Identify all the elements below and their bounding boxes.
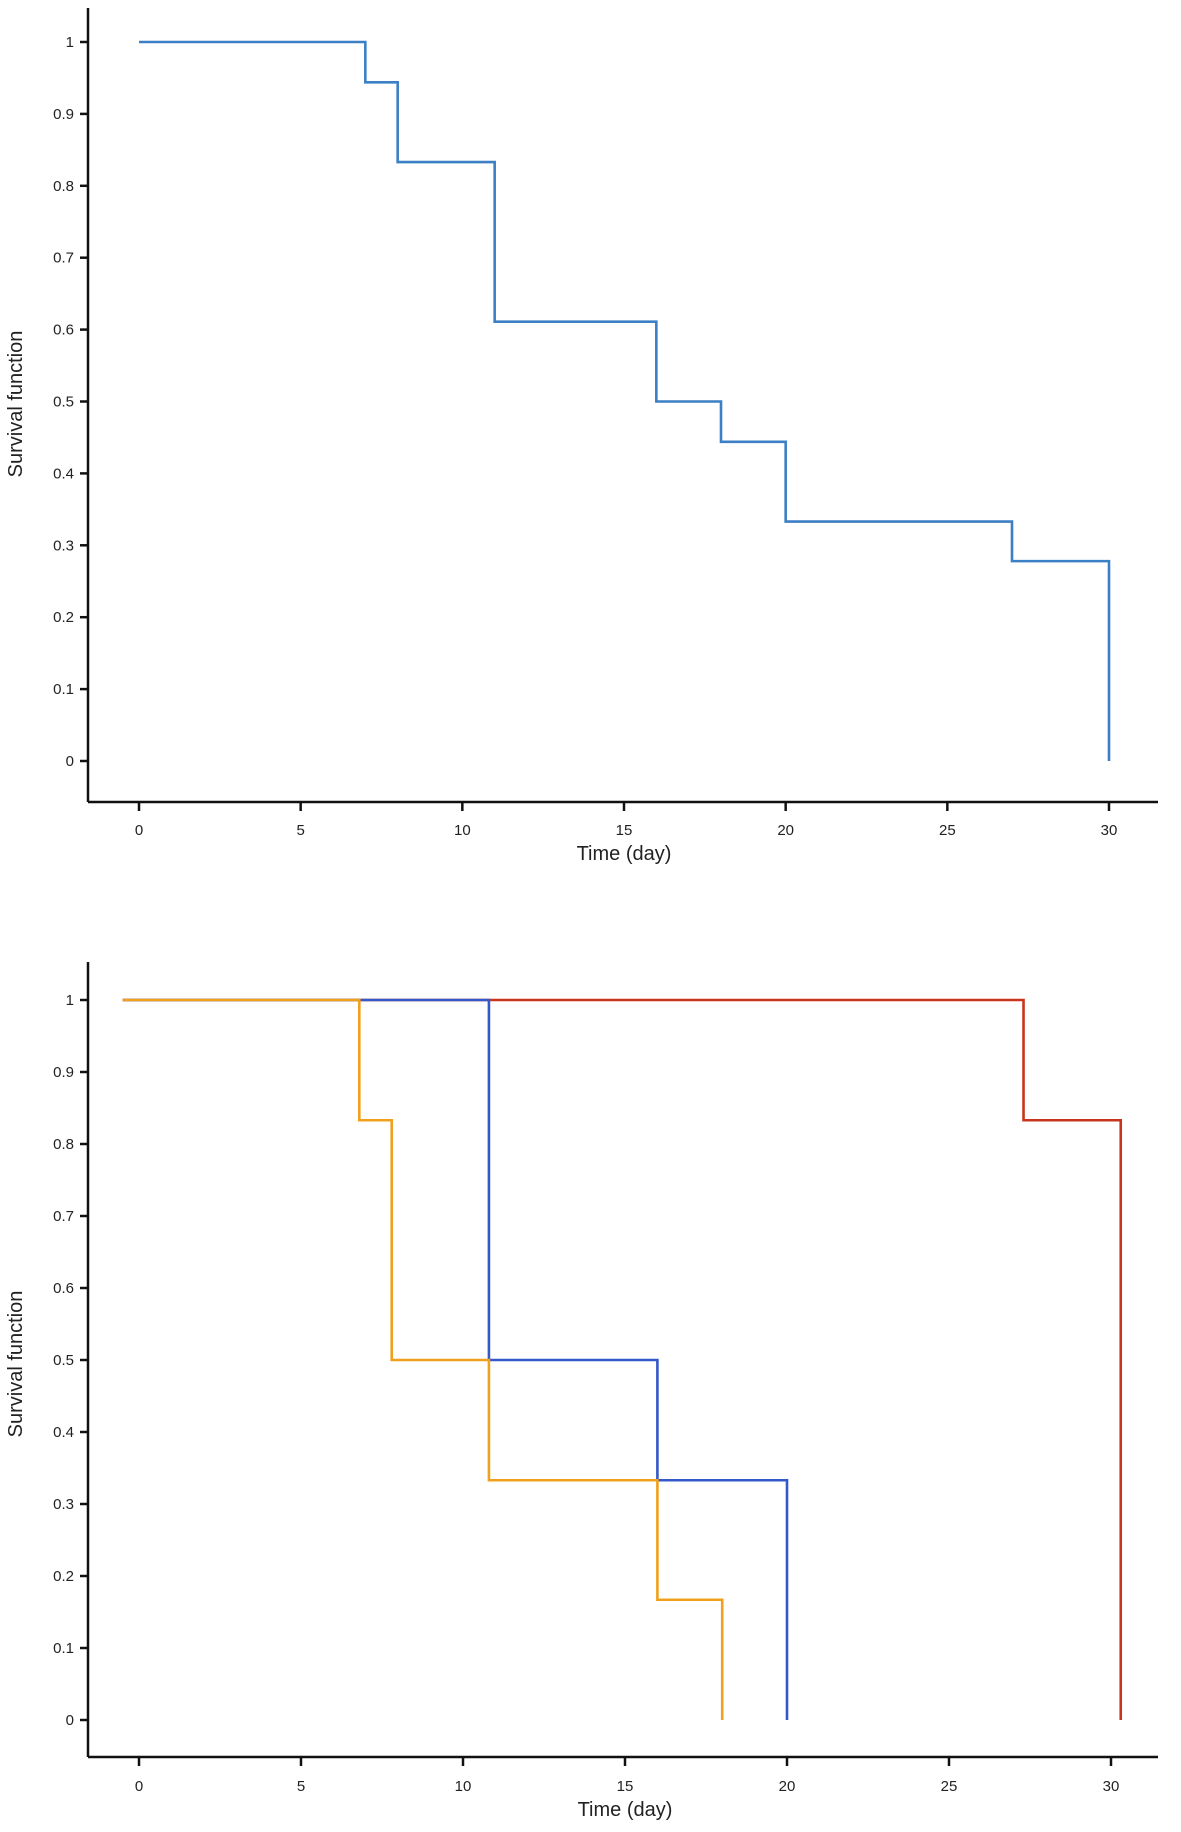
x-tick-label: 15 xyxy=(617,1778,634,1795)
y-tick-label: 0.3 xyxy=(53,537,74,554)
y-tick-label: 0.1 xyxy=(53,1640,74,1657)
x-tick-label: 0 xyxy=(135,822,143,839)
y-tick-label: 0 xyxy=(66,1712,74,1729)
y-tick-label: 1 xyxy=(66,992,74,1009)
x-tick-label: 0 xyxy=(135,1778,143,1795)
x-tick-label: 10 xyxy=(455,1778,472,1795)
y-tick-label: 0.4 xyxy=(53,465,74,482)
y-tick-label: 0.9 xyxy=(53,106,74,123)
x-tick-label: 20 xyxy=(779,1778,796,1795)
y-tick-label: 0.8 xyxy=(53,178,74,195)
x-tick-label: 15 xyxy=(616,822,633,839)
y-tick-label: 0 xyxy=(66,753,74,770)
x-tick-label: 5 xyxy=(296,822,304,839)
x-tick-label: 25 xyxy=(941,1778,958,1795)
y-axis-title: Survival function xyxy=(5,1291,27,1438)
y-tick-label: 0.5 xyxy=(53,394,74,411)
series-line-survival xyxy=(139,40,1111,761)
x-tick-label: 20 xyxy=(777,822,794,839)
x-tick-label: 10 xyxy=(454,822,471,839)
x-axis-title: Time (day) xyxy=(578,1799,673,1821)
y-tick-label: 0.8 xyxy=(53,1136,74,1153)
x-axis-title: Time (day) xyxy=(577,843,672,865)
y-tick-label: 0.6 xyxy=(53,322,74,339)
bottom-survival-chart: 00.10.20.30.40.50.60.70.80.910 5 10 15 20 25 3… xyxy=(5,962,1158,1821)
x-tick-label: 30 xyxy=(1103,1778,1120,1795)
y-tick-label: 0.5 xyxy=(53,1352,74,1369)
series-line-red-group xyxy=(122,998,1123,1720)
y-tick-label: 0.9 xyxy=(53,1064,74,1081)
y-tick-label: 0.7 xyxy=(53,250,74,267)
x-tick-label: 5 xyxy=(297,1778,305,1795)
y-tick-label: 0.7 xyxy=(53,1208,74,1225)
y-tick-label: 0.2 xyxy=(53,609,74,626)
x-tick-label: 30 xyxy=(1101,822,1118,839)
y-tick-label: 0.3 xyxy=(53,1496,74,1513)
top-survival-chart: 00.10.20.30.40.50.60.70.80.910 5 10 15 20 25 3… xyxy=(5,8,1158,865)
x-tick-label: 25 xyxy=(939,822,956,839)
y-tick-label: 0.2 xyxy=(53,1568,74,1585)
y-axis-title: Survival function xyxy=(5,331,27,478)
series-line-blue-group xyxy=(122,998,789,1720)
y-tick-label: 0.4 xyxy=(53,1424,74,1441)
y-tick-label: 0.6 xyxy=(53,1280,74,1297)
series-line-orange-group xyxy=(122,998,724,1720)
y-tick-label: 1 xyxy=(66,34,74,51)
y-tick-label: 0.1 xyxy=(53,681,74,698)
